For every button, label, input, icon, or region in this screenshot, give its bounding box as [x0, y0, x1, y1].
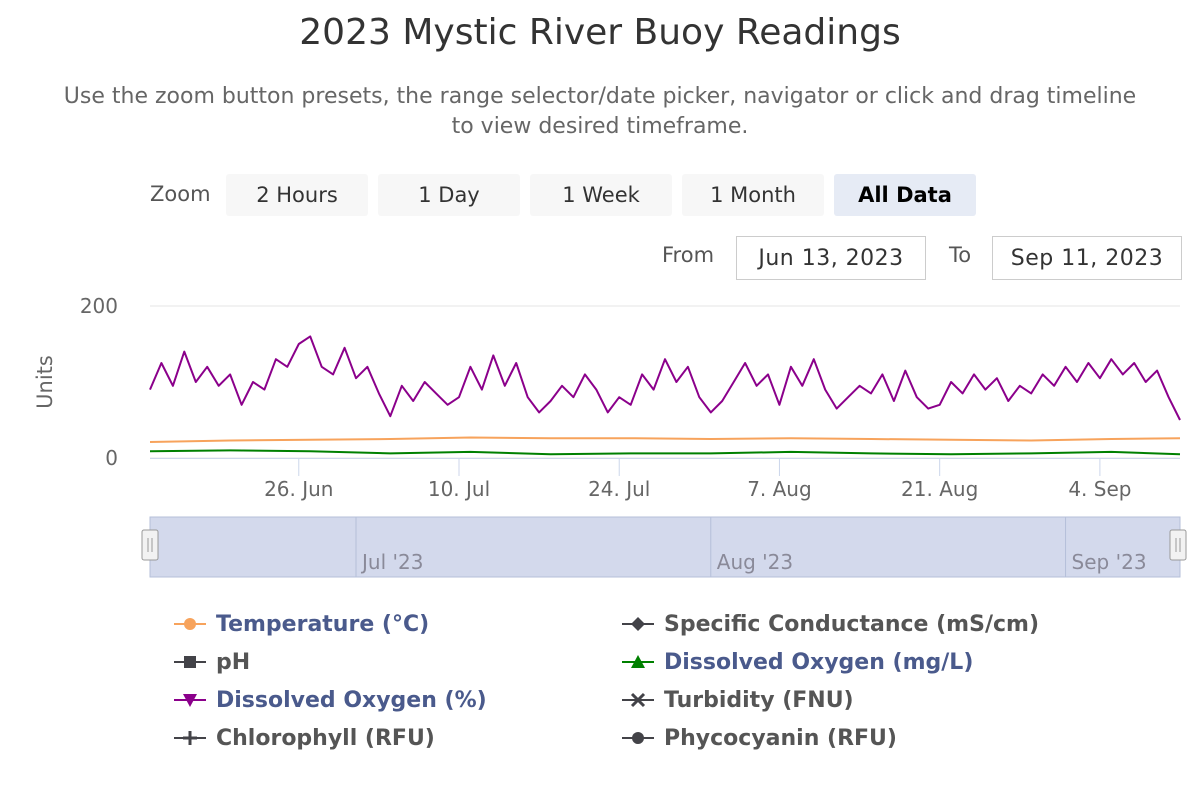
circle-marker-icon: [622, 732, 654, 744]
legend-label: pH: [216, 649, 251, 675]
legend-label: Dissolved Oxygen (mg/L): [664, 649, 974, 675]
from-label: From: [662, 243, 715, 267]
series-line-temperature-c: [149, 436, 1181, 443]
legend-label: Temperature (°C): [216, 611, 430, 637]
x-tick-label: 21. Aug: [901, 477, 978, 501]
x-tick-label: 7. Aug: [747, 477, 812, 501]
diamond-marker-icon: [622, 617, 654, 631]
legend-label: Dissolved Oxygen (%): [216, 687, 487, 713]
y-tick-label: 0: [105, 446, 118, 470]
square-marker-icon: [174, 656, 206, 668]
to-date-input[interactable]: Sep 11, 2023: [992, 236, 1182, 280]
navigator-label: Aug '23: [717, 550, 793, 574]
navigator-window: [149, 516, 1181, 578]
legend-label: Phycocyanin (RFU): [664, 725, 897, 751]
to-label: To: [949, 243, 972, 267]
circle-marker-icon: [174, 618, 206, 630]
navigator-label: Jul '23: [360, 550, 423, 574]
legend-item-ph[interactable]: pH: [172, 647, 250, 677]
plus-marker-icon: [174, 731, 206, 745]
series-line-dissolved-oxygen: [149, 335, 1181, 421]
zoom-label: Zoom: [150, 182, 211, 206]
legend-item-specific-conductance-ms-cm[interactable]: Specific Conductance (mS/cm): [620, 609, 1039, 639]
navigator-right-handle[interactable]: [1169, 529, 1187, 561]
triangle-down-marker-icon: [174, 694, 206, 707]
cross-marker-icon: [622, 692, 654, 708]
chart-title: 2023 Mystic River Buoy Readings: [299, 12, 901, 53]
series-line-dissolved-oxygen-mg-l: [149, 449, 1181, 456]
x-tick-label: 4. Sep: [1068, 477, 1131, 501]
legend-item-dissolved-oxygen[interactable]: Dissolved Oxygen (%): [172, 685, 487, 715]
legend-label: Turbidity (FNU): [664, 687, 854, 713]
zoom-1-day-button[interactable]: 1 Day: [378, 174, 520, 216]
zoom-all-data-button[interactable]: All Data: [834, 174, 976, 216]
legend-item-chlorophyll-rfu[interactable]: Chlorophyll (RFU): [172, 723, 435, 753]
y-axis-label: Units: [33, 355, 57, 409]
x-tick-label: 10. Jul: [428, 477, 490, 501]
triangle-marker-icon: [622, 655, 654, 668]
legend-label: Chlorophyll (RFU): [216, 725, 435, 751]
navigator-left-handle[interactable]: [141, 529, 159, 561]
y-tick-label: 200: [80, 294, 118, 318]
chart-subtitle: Use the zoom button presets, the range s…: [63, 84, 1137, 139]
navigator-label: Sep '23: [1072, 550, 1147, 574]
zoom-1-week-button[interactable]: 1 Week: [530, 174, 672, 216]
from-date-input[interactable]: Jun 13, 2023: [736, 236, 926, 280]
x-tick-label: 24. Jul: [588, 477, 650, 501]
legend-item-turbidity-fnu[interactable]: Turbidity (FNU): [620, 685, 854, 715]
legend-item-temperature-c[interactable]: Temperature (°C): [172, 609, 429, 639]
zoom-2-hours-button[interactable]: 2 Hours: [226, 174, 368, 216]
legend-label: Specific Conductance (mS/cm): [664, 611, 1039, 637]
legend-item-dissolved-oxygen-mg-l[interactable]: Dissolved Oxygen (mg/L): [620, 647, 973, 677]
legend-item-phycocyanin-rfu[interactable]: Phycocyanin (RFU): [620, 723, 897, 753]
x-tick-label: 26. Jun: [264, 477, 333, 501]
zoom-1-month-button[interactable]: 1 Month: [682, 174, 824, 216]
